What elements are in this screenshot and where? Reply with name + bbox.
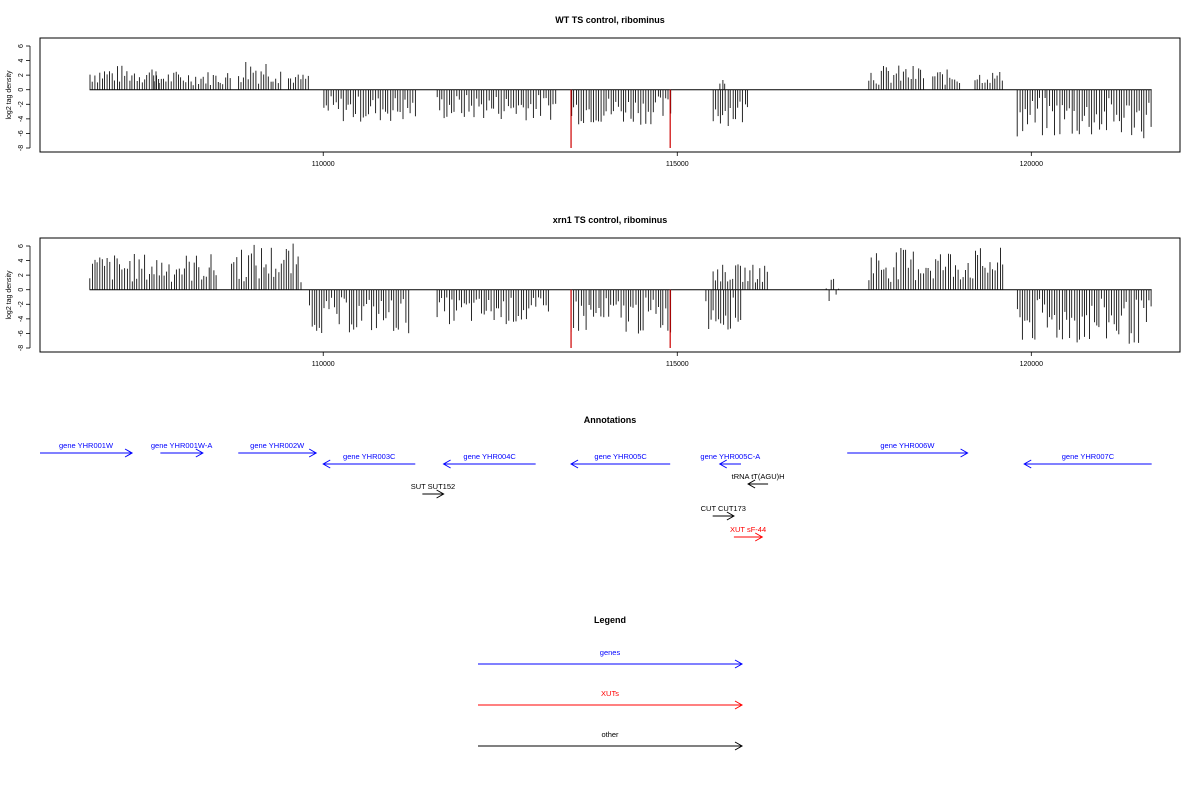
annotation-arrow bbox=[422, 489, 445, 499]
legend-arrow bbox=[478, 741, 744, 751]
annotation-arrow bbox=[322, 459, 416, 469]
legend-entries: genes XUTs other bbox=[478, 648, 744, 751]
panel-wt-title: WT TS control, ribominus bbox=[555, 15, 665, 25]
annotation-label: gene YHR004C bbox=[463, 452, 516, 461]
annotation-arrow bbox=[160, 448, 204, 458]
panel-xrn1-bars bbox=[89, 243, 1152, 348]
x-tick-label: 110000 bbox=[312, 161, 335, 168]
annotation-arrow bbox=[442, 459, 536, 469]
panel-xrn1-title: xrn1 TS control, ribominus bbox=[553, 215, 668, 225]
annotation-label: gene YHR001W bbox=[59, 441, 114, 450]
legend-label: genes bbox=[600, 648, 621, 657]
legend-label: XUTs bbox=[601, 689, 619, 698]
y-tick-label: 0 bbox=[18, 88, 25, 92]
y-tick-label: -8 bbox=[18, 145, 25, 151]
panel-wt-axes: 6 4 2 0 -2 -4 -6 -8 110000 115000 120000 bbox=[18, 44, 1043, 168]
panel-wt: WT TS control, ribominus log2 tag densit… bbox=[6, 15, 1181, 168]
annotation-arrow bbox=[570, 459, 671, 469]
annotations-title: Annotations bbox=[584, 415, 637, 425]
y-tick-label: 6 bbox=[18, 244, 25, 248]
y-tick-label: 2 bbox=[18, 273, 25, 277]
y-tick-label: 6 bbox=[18, 44, 25, 48]
legend-arrow bbox=[478, 700, 744, 710]
y-tick-label: -2 bbox=[18, 101, 25, 107]
annotation-arrow bbox=[40, 448, 134, 458]
x-tick-label: 115000 bbox=[666, 361, 689, 368]
panel-xrn1-ylabel: log2 tag density bbox=[6, 270, 13, 320]
annotation-label: gene YHR003C bbox=[343, 452, 396, 461]
y-tick-label: 2 bbox=[18, 73, 25, 77]
annotation-label: gene YHR006W bbox=[880, 441, 935, 450]
x-tick-label: 120000 bbox=[1020, 361, 1043, 368]
annotations-panel: Annotations gene YHR001W gene YHR001W-A ge… bbox=[40, 415, 1152, 542]
x-tick-label: 115000 bbox=[666, 161, 689, 168]
annotation-label: gene YHR002W bbox=[250, 441, 305, 450]
y-tick-label: -4 bbox=[18, 316, 25, 322]
panel-wt-bars bbox=[89, 62, 1152, 148]
y-tick-label: -6 bbox=[18, 330, 25, 336]
legend-label: other bbox=[601, 730, 619, 739]
panel-wt-frame bbox=[39, 37, 1181, 153]
annotation-label: gene YHR007C bbox=[1062, 452, 1115, 461]
annotation-label: gene YHR005C-A bbox=[700, 452, 760, 461]
panel-wt-ylabel: log2 tag density bbox=[6, 70, 13, 120]
annotation-arrow bbox=[733, 532, 764, 542]
annotation-label: CUT CUT173 bbox=[701, 504, 746, 513]
annotation-label: XUT sF-44 bbox=[730, 525, 766, 534]
legend-arrow bbox=[478, 659, 744, 669]
annotation-arrow bbox=[238, 448, 318, 458]
annotation-arrow bbox=[718, 459, 741, 469]
y-tick-label: -4 bbox=[18, 116, 25, 122]
annotation-arrow bbox=[1023, 459, 1152, 469]
x-tick-label: 120000 bbox=[1020, 161, 1043, 168]
annotation-label: SUT SUT152 bbox=[411, 482, 455, 491]
annotation-label: tRNA tT(AGU)H bbox=[732, 472, 785, 481]
x-tick-label: 110000 bbox=[312, 361, 335, 368]
annotation-label: gene YHR001W-A bbox=[151, 441, 212, 450]
legend-title: Legend bbox=[594, 615, 626, 625]
legend-panel: Legend genes XUTs other bbox=[478, 615, 744, 751]
annotation-arrow bbox=[847, 448, 969, 458]
y-tick-label: 0 bbox=[18, 288, 25, 292]
panel-xrn1-frame bbox=[39, 237, 1181, 353]
y-tick-label: -8 bbox=[18, 345, 25, 351]
y-tick-label: -6 bbox=[18, 130, 25, 136]
annotation-tracks: gene YHR001W gene YHR001W-A gene YHR002W ge… bbox=[40, 441, 1152, 542]
annotation-arrow bbox=[712, 511, 735, 521]
y-tick-label: 4 bbox=[18, 259, 25, 263]
panel-xrn1-axes: 6 4 2 0 -2 -4 -6 -8 110000 115000 120000 bbox=[18, 244, 1043, 368]
panel-xrn1: xrn1 TS control, ribominus log2 tag dens… bbox=[6, 215, 1181, 368]
annotation-label: gene YHR005C bbox=[594, 452, 647, 461]
annotation-arrow bbox=[747, 479, 769, 489]
y-tick-label: 4 bbox=[18, 59, 25, 63]
y-tick-label: -2 bbox=[18, 301, 25, 307]
